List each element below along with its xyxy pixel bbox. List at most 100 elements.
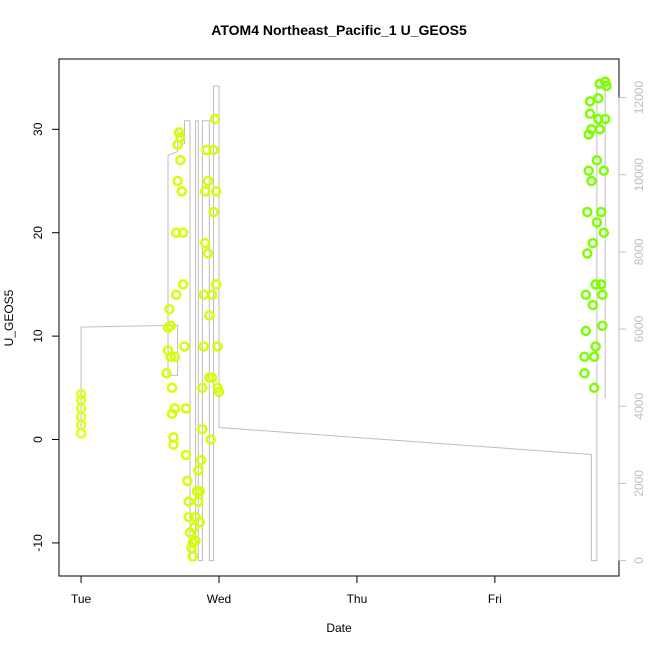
x-tick-label: Thu [347, 592, 368, 606]
data-point [172, 175, 183, 187]
data-point [205, 434, 216, 445]
data-point [175, 132, 186, 143]
data-point [199, 186, 211, 197]
data-point [173, 127, 185, 138]
data-point [197, 423, 208, 435]
data-point [595, 279, 607, 290]
data-point [202, 175, 214, 187]
data-point [208, 144, 219, 156]
data-point [209, 113, 221, 125]
data-point [588, 382, 600, 394]
y-tick-label: 20 [31, 226, 45, 240]
y2-tick-label: 12000 [632, 81, 646, 115]
data-point [591, 217, 603, 228]
data-point [597, 320, 608, 332]
data-point [75, 388, 87, 400]
data-point [588, 351, 600, 363]
data-point [194, 516, 205, 528]
data-point [176, 186, 188, 197]
data-point [208, 206, 219, 218]
data-point [579, 351, 590, 363]
y2-tick-label: 4000 [632, 393, 646, 420]
y2-tick-label: 6000 [632, 315, 646, 342]
data-point [595, 206, 607, 218]
data-point [175, 155, 186, 166]
data-point [584, 96, 596, 107]
data-point [584, 108, 596, 120]
data-point [165, 351, 176, 363]
data-point [597, 289, 608, 301]
data-point [187, 551, 199, 562]
data-point [179, 341, 190, 352]
x-tick-label: Fri [488, 592, 502, 606]
data-point [180, 403, 192, 414]
data-point [590, 341, 601, 352]
data-point [586, 124, 597, 135]
y-axis: -10 0 10 20 30 [31, 122, 60, 552]
data-point [579, 368, 590, 379]
x-tick-label: Wed [207, 592, 231, 606]
data-point [213, 386, 225, 398]
data-point [591, 155, 603, 166]
data-point [204, 310, 215, 321]
data-point [169, 351, 181, 363]
data-point [193, 465, 204, 476]
data-point [169, 403, 181, 414]
data-point [177, 227, 189, 238]
data-point [598, 227, 610, 238]
data-point [599, 113, 611, 125]
data-point [168, 439, 179, 450]
data-point [182, 475, 193, 487]
y2-tick-label: 10000 [632, 158, 646, 192]
data-point [587, 299, 599, 311]
y-axis-label: U_GEOS5 [2, 289, 16, 346]
data-point [75, 394, 87, 406]
x-axis-label: Date [326, 621, 352, 635]
data-point [199, 237, 211, 249]
data-point [206, 372, 218, 383]
data-point [197, 382, 208, 394]
x-tick-label: Tue [71, 592, 92, 606]
data-point [183, 496, 194, 507]
data-point [582, 248, 593, 259]
plot-frame [58, 58, 620, 577]
data-point [580, 325, 592, 337]
data-point [594, 124, 605, 135]
data-point [210, 186, 222, 197]
y-tick-label: -10 [31, 534, 45, 552]
data-point [164, 303, 175, 315]
data-point [593, 93, 604, 104]
data-point [206, 289, 218, 301]
data-point [75, 428, 87, 439]
data-point [198, 341, 210, 352]
data-points-layer [75, 76, 612, 562]
data-point [190, 535, 201, 547]
chart-title: ATOM4 Northeast_Pacific_1 U_GEOS5 [211, 22, 467, 38]
data-point [177, 279, 189, 290]
data-point [198, 289, 210, 301]
data-point [587, 237, 599, 249]
y2-tick-label: 8000 [632, 238, 646, 265]
data-point [212, 341, 223, 352]
secondary-line [80, 85, 606, 562]
data-point [590, 279, 601, 290]
secondary-line-layer [80, 85, 606, 562]
data-point [598, 165, 610, 176]
y2-tick-label: 2000 [632, 470, 646, 497]
data-point [194, 485, 205, 497]
data-point [180, 449, 192, 461]
data-point [210, 279, 222, 290]
data-point [193, 496, 204, 507]
data-point [583, 165, 594, 176]
y-tick-label: 30 [31, 122, 45, 136]
data-point [202, 248, 214, 259]
data-point [601, 80, 612, 92]
data-point [165, 320, 176, 332]
data-point [582, 206, 593, 218]
data-point [166, 382, 178, 394]
data-point [170, 289, 182, 301]
y-tick-label: 0 [31, 436, 45, 443]
data-point [580, 289, 592, 301]
y2-tick-label: 0 [632, 557, 646, 564]
